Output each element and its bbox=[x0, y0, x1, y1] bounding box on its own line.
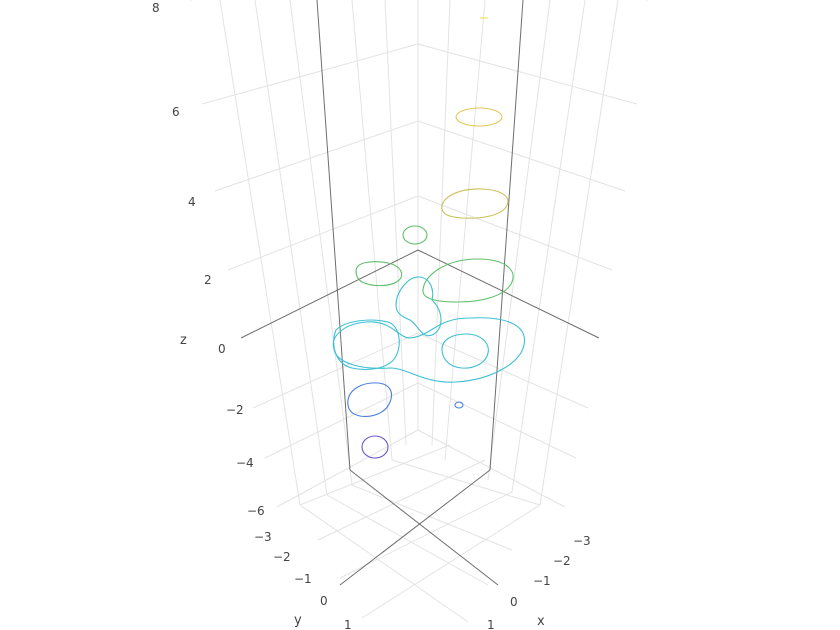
grid-floor-8 bbox=[299, 504, 469, 623]
y-axis-title: y bbox=[294, 613, 302, 628]
grid-left-z-4 bbox=[214, 120, 419, 192]
z-tick-0: 0 bbox=[218, 342, 226, 356]
contours bbox=[332, 17, 526, 459]
y-axis-ticks: −3 −2 −1 0 1 y bbox=[254, 530, 352, 630]
contour-z2-a bbox=[402, 225, 428, 245]
grid-floor-2 bbox=[317, 459, 486, 541]
z-axis-right-edge bbox=[489, 0, 524, 471]
zero-plane-left bbox=[240, 249, 419, 339]
grid-left-v2 bbox=[254, 0, 328, 496]
grid-right-z-2 bbox=[417, 195, 613, 271]
z-tick-m4: −4 bbox=[236, 456, 254, 470]
z-tick-6: 6 bbox=[172, 105, 180, 119]
z-tick-4: 4 bbox=[188, 195, 196, 209]
grid-left-z-2 bbox=[227, 195, 419, 271]
grid-left-v4 bbox=[351, 0, 393, 461]
y-tick-1: 1 bbox=[344, 618, 352, 630]
grid-lines bbox=[190, 0, 648, 623]
contour-z2-b bbox=[355, 261, 403, 287]
z-axis-ticks: 8 6 4 2 0 −2 −4 −6 z bbox=[152, 1, 265, 518]
contour-z6 bbox=[455, 107, 503, 127]
z-tick-m2: −2 bbox=[226, 403, 244, 417]
y-tick-0: 0 bbox=[320, 594, 328, 608]
grid-floor-4 bbox=[361, 504, 541, 619]
x-axis-ticks: −3 −2 −1 0 1 x bbox=[487, 534, 591, 630]
grid-floor-5 bbox=[391, 459, 541, 506]
grid-right-v1 bbox=[431, 0, 451, 446]
z-axis-title: z bbox=[180, 333, 187, 348]
contour-z2-c bbox=[422, 258, 514, 303]
x-tick-m1: −1 bbox=[533, 574, 551, 588]
contour-z0-d bbox=[441, 333, 489, 369]
x-tick-0: 0 bbox=[510, 595, 518, 609]
contour-zm4 bbox=[361, 435, 389, 459]
z-axis-left-edge bbox=[316, 0, 351, 471]
grid-left-z-m2 bbox=[252, 332, 419, 409]
contour-z0-a bbox=[395, 276, 442, 337]
grid-floor-3 bbox=[339, 491, 513, 579]
contour-zm2-a bbox=[347, 382, 393, 417]
y-tick-m2: −2 bbox=[273, 550, 291, 564]
grid-left-v1 bbox=[219, 0, 301, 506]
contour-z0-c bbox=[332, 317, 526, 383]
y-tick-m1: −1 bbox=[294, 572, 312, 586]
x-tick-m3: −3 bbox=[573, 534, 591, 548]
grid-floor-7 bbox=[326, 494, 489, 586]
contour-zm2-b bbox=[454, 401, 464, 409]
grid-left-z-m6 bbox=[276, 429, 419, 508]
grid-left-z-m4 bbox=[264, 382, 419, 459]
grid-right-v2 bbox=[444, 0, 486, 461]
floor-front-left bbox=[349, 469, 499, 586]
grid-right-z-m4 bbox=[417, 382, 577, 459]
grid-right-v4 bbox=[511, 0, 586, 493]
x-tick-m2: −2 bbox=[553, 554, 571, 568]
grid-right-z-m2 bbox=[417, 332, 589, 409]
x-axis-title: x bbox=[537, 614, 545, 629]
floor-front-right bbox=[339, 469, 491, 586]
z-tick-m6: −6 bbox=[247, 504, 265, 518]
grid-floor-6 bbox=[351, 484, 513, 551]
grid-right-v3 bbox=[487, 0, 551, 481]
grid-left-z-6 bbox=[201, 43, 419, 105]
grid-right-v5 bbox=[539, 0, 619, 506]
grid-left-v3 bbox=[289, 0, 353, 486]
contour-z4 bbox=[441, 188, 509, 219]
contour-z0-b bbox=[333, 319, 400, 371]
grid-right-z-m6 bbox=[417, 429, 566, 508]
x-tick-1: 1 bbox=[487, 618, 495, 630]
z-tick-2: 2 bbox=[204, 273, 212, 287]
z-tick-8: 8 bbox=[152, 1, 160, 15]
grid-left-v5 bbox=[384, 0, 407, 446]
grid-floor-1 bbox=[299, 444, 451, 506]
y-tick-m3: −3 bbox=[254, 530, 272, 544]
grid-right-z-6 bbox=[417, 43, 638, 105]
